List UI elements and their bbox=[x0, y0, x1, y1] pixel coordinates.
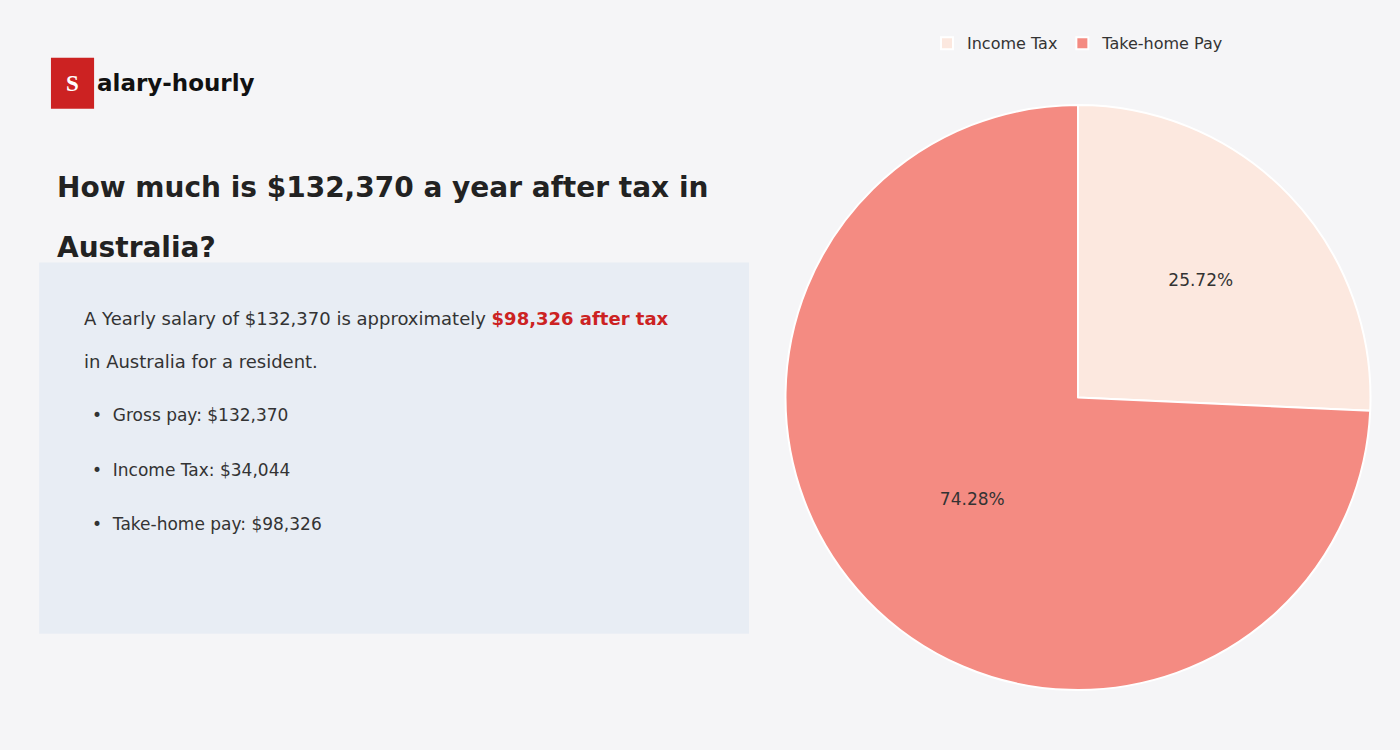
svg-text:in Australia for a resident.: in Australia for a resident. bbox=[84, 351, 318, 372]
svg-text:• Take-home pay: $98,326: • Take-home pay: $98,326 bbox=[92, 514, 322, 534]
svg-text:alary-hourly: alary-hourly bbox=[97, 70, 255, 96]
svg-text:S: S bbox=[66, 71, 79, 96]
svg-text:Australia?: Australia? bbox=[57, 231, 216, 264]
svg-text:74.28%: 74.28% bbox=[940, 489, 1005, 509]
svg-text:• Gross pay: $132,370: • Gross pay: $132,370 bbox=[92, 405, 288, 425]
svg-text:• Income Tax: $34,044: • Income Tax: $34,044 bbox=[92, 460, 290, 480]
svg-text:25.72%: 25.72% bbox=[1168, 270, 1233, 290]
svg-text:Income Tax: Income Tax bbox=[967, 34, 1057, 53]
svg-text:How much is $132,370 a year af: How much is $132,370 a year after tax in bbox=[57, 171, 708, 204]
svg-text:A Yearly salary of $132,370 is: A Yearly salary of $132,370 is approxima… bbox=[84, 308, 669, 329]
svg-text:Take-home Pay: Take-home Pay bbox=[1101, 34, 1222, 53]
